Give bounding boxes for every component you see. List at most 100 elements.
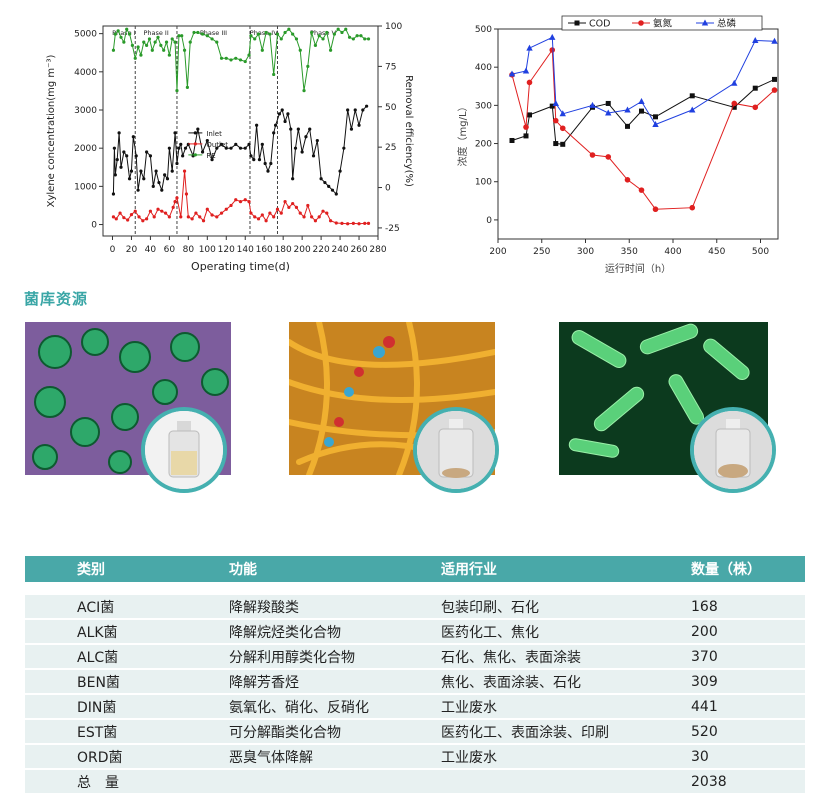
data-point (342, 146, 346, 150)
data-point (605, 100, 611, 106)
data-point (522, 67, 530, 74)
x-tick-label: 0 (110, 245, 116, 255)
data-point (523, 124, 529, 130)
table-row: ACI菌 降解羧酸类 包装印刷、石化 168 (25, 594, 805, 620)
data-point (137, 215, 141, 219)
x-tick-label: 250 (533, 247, 550, 257)
data-point (311, 154, 316, 158)
x-tick-label: 140 (237, 245, 254, 255)
data-point (210, 158, 214, 162)
data-point (243, 198, 247, 202)
data-point (133, 56, 137, 60)
data-point (317, 34, 321, 38)
data-point (153, 40, 157, 44)
data-point (346, 108, 350, 112)
data-point (127, 32, 132, 36)
y-tick-label: 200 (475, 140, 492, 150)
data-point (302, 89, 306, 93)
data-point (306, 203, 310, 208)
series-line (511, 48, 775, 210)
data-point (289, 127, 293, 131)
data-point (552, 99, 559, 106)
data-point (357, 222, 361, 226)
data-point (321, 209, 325, 213)
cell-category: EST菌 (25, 719, 229, 745)
x-tick-label: 240 (331, 245, 348, 255)
data-point (160, 188, 164, 192)
data-point (325, 211, 329, 215)
x-tick-label: 260 (350, 245, 367, 255)
header-function: 功能 (229, 556, 441, 582)
data-point (171, 205, 175, 209)
data-point (229, 203, 233, 208)
x-tick-label: 500 (752, 247, 769, 257)
legend-label: Inlet (206, 130, 222, 138)
data-point (291, 177, 295, 181)
cell-industry: 医药化工、焦化 (441, 619, 691, 645)
data-point (552, 117, 559, 124)
data-point (304, 135, 308, 139)
data-point (111, 215, 116, 219)
cell-function: 降解羧酸类 (229, 594, 441, 620)
data-point (260, 142, 264, 146)
legend-marker (638, 20, 644, 26)
data-point (252, 158, 256, 162)
y2-axis-label: Removal efficiency(%) (403, 75, 414, 187)
data-point (139, 169, 143, 173)
xylene-chart: 0 20 40 60 80 100 120 140 160 180 200 220 240 260 2800… (46, 22, 414, 273)
data-point (148, 154, 153, 158)
y-tick-label: 300 (475, 101, 492, 111)
table-row: ORD菌 恶臭气体降解 工业废水 30 (25, 744, 805, 770)
data-point (215, 215, 219, 219)
data-point (268, 211, 272, 215)
cell-category: BEN菌 (25, 669, 229, 695)
data-point (351, 221, 355, 225)
data-point (266, 169, 270, 173)
data-point (159, 43, 163, 47)
x-tick-label: 450 (708, 247, 725, 257)
data-point (264, 30, 268, 35)
data-point (752, 36, 759, 43)
data-point (771, 87, 778, 93)
data-point (201, 219, 206, 223)
cell-industry: 医药化工、表面涂装、印刷 (441, 719, 691, 745)
cell-function: 降解烷烃类化合物 (229, 619, 441, 645)
data-point (283, 119, 287, 124)
data-point (317, 215, 321, 219)
data-point (147, 37, 152, 41)
data-point (340, 221, 344, 225)
data-point (145, 150, 149, 154)
data-point (182, 169, 187, 173)
data-point (652, 120, 659, 127)
x-tick-label: 400 (664, 247, 681, 257)
data-point (229, 146, 233, 150)
concentration-chart: 200 250 300 350 400 450 500 0 100 200 300 400 500 运行时… (456, 15, 779, 275)
data-point (134, 154, 138, 158)
data-point (219, 56, 224, 60)
legend-label: 氨氮 (653, 18, 673, 30)
data-point (355, 34, 359, 38)
data-point (653, 114, 658, 120)
cell-category: ALK菌 (25, 619, 229, 645)
data-point (210, 37, 214, 41)
cell-count: 370 (691, 644, 805, 670)
cell-count: 30 (691, 744, 805, 770)
data-point (279, 211, 283, 215)
data-point (334, 221, 338, 225)
y-tick-label: 100 (475, 178, 492, 188)
empty-cell (441, 769, 691, 795)
data-point (325, 30, 329, 35)
x-tick-label: 80 (183, 245, 195, 255)
legend-label: RE (206, 152, 215, 160)
data-point (332, 32, 336, 36)
data-point (313, 43, 318, 47)
y-tick-label: 5000 (74, 30, 97, 40)
data-point (133, 209, 137, 213)
legend-label: Outlet (206, 141, 228, 149)
data-point (286, 112, 290, 116)
data-point (638, 187, 645, 193)
data-point (365, 104, 369, 108)
data-point (328, 48, 333, 52)
legend-box (561, 15, 763, 31)
data-point (260, 48, 264, 52)
